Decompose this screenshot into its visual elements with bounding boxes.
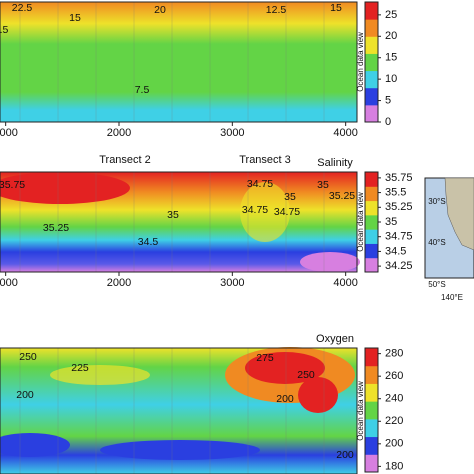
colorbar-segment xyxy=(365,104,378,123)
colorbar-tick-label: 260 xyxy=(385,370,403,382)
colorbar-segment xyxy=(365,454,378,473)
colorbar-label: Ocean data view xyxy=(356,192,365,252)
contour-label: 35.25 xyxy=(329,190,355,202)
colorbar-tick-label: 5 xyxy=(385,94,391,106)
contour-label: 35 xyxy=(317,179,329,191)
colorbar-segment xyxy=(365,436,378,455)
x-tick-label: 2000 xyxy=(107,277,131,289)
colorbar-segment xyxy=(365,365,378,384)
colorbar-segment xyxy=(365,70,378,89)
contour-label: 35.75 xyxy=(0,179,25,191)
map-label: 30°S xyxy=(428,197,445,206)
transect-label: Transect 2 xyxy=(99,154,151,166)
field-feature xyxy=(300,252,360,272)
panel-title: Oxygen xyxy=(316,333,354,345)
contour-label: 15 xyxy=(330,2,342,14)
colorbar-segment xyxy=(365,348,378,367)
colorbar-segment xyxy=(365,2,378,20)
field-feature xyxy=(245,352,325,384)
colorbar-tick-label: 34.5 xyxy=(385,245,406,257)
contour-label: 34.75 xyxy=(247,178,273,190)
colorbar-tick-label: 35.25 xyxy=(385,201,413,213)
contour-label: 34.5 xyxy=(138,236,159,248)
contour-label: 200 xyxy=(336,449,354,461)
colorbar-segment xyxy=(365,401,378,420)
colorbar-frame xyxy=(364,347,379,473)
x-tick-label: 4000 xyxy=(333,277,357,289)
colorbar-segment xyxy=(365,36,378,54)
x-tick-label: 3000 xyxy=(220,127,244,139)
colorbar-tick-label: 280 xyxy=(385,348,403,360)
colorbar-tick-label: 25 xyxy=(385,9,397,21)
contour-label: 34.75 xyxy=(242,204,268,216)
contour-label: 200 xyxy=(276,393,294,405)
x-tick-label: 2000 xyxy=(107,127,131,139)
contour-label: 35.25 xyxy=(43,222,69,234)
map-land xyxy=(444,177,474,251)
colorbar-tick-label: 200 xyxy=(385,438,403,450)
x-tick-label: 3000 xyxy=(220,277,244,289)
field-feature xyxy=(50,365,150,385)
colorbar-tick-label: 35.75 xyxy=(385,172,413,184)
contour-label: 35 xyxy=(167,209,179,221)
colorbar-segment xyxy=(365,383,378,402)
colorbar-segment xyxy=(365,172,378,187)
colorbar-segment xyxy=(365,19,378,37)
colorbar-label: Ocean data view xyxy=(356,381,365,441)
colorbar-tick-label: 180 xyxy=(385,460,403,472)
contour-label: .5 xyxy=(0,24,9,36)
transect-label: Transect 3 xyxy=(239,154,291,166)
map-label: 140°E xyxy=(441,293,463,302)
section-field xyxy=(0,2,357,122)
contour-label: 20 xyxy=(154,4,166,16)
colorbar-segment xyxy=(365,186,378,202)
colorbar-tick-label: 240 xyxy=(385,393,403,405)
colorbar-segment xyxy=(365,53,378,72)
colorbar-segment xyxy=(365,214,378,230)
contour-label: 12.5 xyxy=(266,4,287,16)
colorbar-tick-label: 35.5 xyxy=(385,186,406,198)
panel-title: Salinity xyxy=(317,157,353,169)
colorbar-segment xyxy=(365,200,378,216)
contour-label: 7.5 xyxy=(135,84,150,96)
plot-frame xyxy=(0,171,358,273)
colorbar-tick-label: 34.25 xyxy=(385,260,413,272)
plot-frame xyxy=(0,347,358,474)
colorbar-tick-label: 0 xyxy=(385,116,391,128)
colorbar-tick-label: 35 xyxy=(385,216,397,228)
contour-label: 35 xyxy=(284,191,296,203)
colorbar-tick-label: 15 xyxy=(385,52,397,64)
x-tick-label: 1000 xyxy=(0,277,18,289)
colorbar-segment xyxy=(365,418,378,438)
colorbar-segment xyxy=(365,257,378,273)
colorbar-segment xyxy=(365,229,378,244)
contour-label: 200 xyxy=(16,389,34,401)
colorbar-segment xyxy=(365,87,378,106)
x-tick-label: 1000 xyxy=(0,127,18,139)
field-feature xyxy=(298,377,338,413)
map-label: 50°S xyxy=(428,280,445,289)
field-feature xyxy=(240,182,290,242)
colorbar-tick-label: 34.75 xyxy=(385,231,413,243)
colorbar-tick-label: 220 xyxy=(385,415,403,427)
x-tick-label: 4000 xyxy=(333,127,357,139)
colorbar-segment xyxy=(365,243,378,259)
colorbar-label: Ocean data view xyxy=(356,32,365,92)
plot-frame xyxy=(0,1,358,123)
contour-label: 250 xyxy=(297,369,315,381)
field-feature xyxy=(0,433,70,457)
colorbar-tick-label: 20 xyxy=(385,30,397,42)
contour-label: 15 xyxy=(69,12,81,24)
contour-label: 225 xyxy=(71,362,89,374)
field-feature xyxy=(100,440,260,460)
colorbar-tick-label: 10 xyxy=(385,73,397,85)
contour-label: 250 xyxy=(19,351,37,363)
field-feature xyxy=(0,172,130,204)
map-label: 40°S xyxy=(428,238,445,247)
colorbar-frame xyxy=(364,1,379,123)
contour-label: 34.75 xyxy=(274,206,300,218)
contour-label: 22.5 xyxy=(12,2,33,14)
contour-label: 275 xyxy=(256,352,274,364)
